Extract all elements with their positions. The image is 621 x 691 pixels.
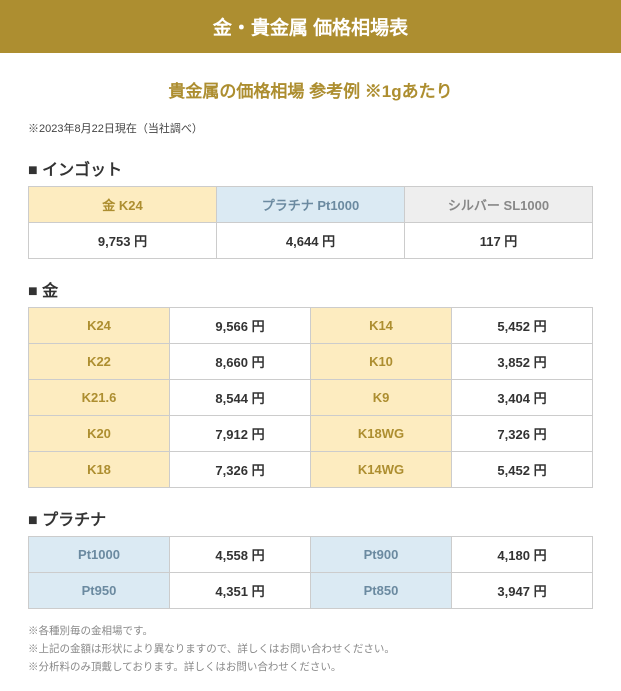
gold-value: 5,452 円 <box>452 308 593 344</box>
ingot-table: 金 K24 プラチナ Pt1000 シルバー SL1000 9,753 円 4,… <box>28 186 593 259</box>
gold-label: K14 <box>311 308 452 344</box>
table-row: Pt1000 4,558 円 Pt900 4,180 円 <box>29 537 593 573</box>
platinum-label: Pt850 <box>311 573 452 609</box>
gold-label: K18 <box>29 452 170 488</box>
platinum-value: 3,947 円 <box>452 573 593 609</box>
table-row: K22 8,660 円 K10 3,852 円 <box>29 344 593 380</box>
section-title-gold: ■ 金 <box>28 277 593 301</box>
gold-value: 8,544 円 <box>170 380 311 416</box>
table-row: K21.6 8,544 円 K9 3,404 円 <box>29 380 593 416</box>
ingot-value-platinum: 4,644 円 <box>217 223 405 259</box>
footnote-line: ※上記の金額は形状により異なりますので、詳しくはお問い合わせください。 <box>28 641 593 659</box>
gold-value: 3,852 円 <box>452 344 593 380</box>
footnotes: ※各種別毎の金相場です。 ※上記の金額は形状により異なりますので、詳しくはお問い… <box>28 623 593 677</box>
gold-label: K20 <box>29 416 170 452</box>
ingot-value-silver: 117 円 <box>405 223 593 259</box>
platinum-label: Pt950 <box>29 573 170 609</box>
gold-label: K10 <box>311 344 452 380</box>
platinum-label: Pt1000 <box>29 537 170 573</box>
gold-value: 3,404 円 <box>452 380 593 416</box>
gold-label: K21.6 <box>29 380 170 416</box>
gold-value: 7,326 円 <box>170 452 311 488</box>
platinum-table: Pt1000 4,558 円 Pt900 4,180 円 Pt950 4,351… <box>28 536 593 609</box>
table-row: K24 9,566 円 K14 5,452 円 <box>29 308 593 344</box>
content-area: 貴金属の価格相場 参考例 ※1gあたり ※2023年8月22日現在（当社調べ） … <box>0 53 621 691</box>
page-header: 金・貴金属 価格相場表 <box>0 0 621 53</box>
table-row: K18 7,326 円 K14WG 5,452 円 <box>29 452 593 488</box>
gold-label: K18WG <box>311 416 452 452</box>
gold-label: K24 <box>29 308 170 344</box>
as-of-date: ※2023年8月22日現在（当社調べ） <box>28 120 593 136</box>
page-title: 金・貴金属 価格相場表 <box>213 18 408 39</box>
gold-value: 8,660 円 <box>170 344 311 380</box>
table-row: 9,753 円 4,644 円 117 円 <box>29 223 593 259</box>
platinum-value: 4,351 円 <box>170 573 311 609</box>
gold-label: K9 <box>311 380 452 416</box>
gold-label: K14WG <box>311 452 452 488</box>
ingot-header-gold: 金 K24 <box>29 187 217 223</box>
platinum-label: Pt900 <box>311 537 452 573</box>
gold-value: 7,912 円 <box>170 416 311 452</box>
footnote-line: ※分析料のみ頂戴しております。詳しくはお問い合わせください。 <box>28 659 593 677</box>
gold-value: 7,326 円 <box>452 416 593 452</box>
platinum-value: 4,180 円 <box>452 537 593 573</box>
gold-value: 5,452 円 <box>452 452 593 488</box>
section-title-platinum: ■ プラチナ <box>28 506 593 530</box>
footnote-line: ※各種別毎の金相場です。 <box>28 623 593 641</box>
table-row: Pt950 4,351 円 Pt850 3,947 円 <box>29 573 593 609</box>
ingot-value-gold: 9,753 円 <box>29 223 217 259</box>
subtitle: 貴金属の価格相場 参考例 ※1gあたり <box>28 77 593 102</box>
table-header-row: 金 K24 プラチナ Pt1000 シルバー SL1000 <box>29 187 593 223</box>
ingot-header-platinum: プラチナ Pt1000 <box>217 187 405 223</box>
gold-table: K24 9,566 円 K14 5,452 円 K22 8,660 円 K10 … <box>28 307 593 488</box>
gold-value: 9,566 円 <box>170 308 311 344</box>
ingot-header-silver: シルバー SL1000 <box>405 187 593 223</box>
section-title-ingot: ■ インゴット <box>28 156 593 180</box>
table-row: K20 7,912 円 K18WG 7,326 円 <box>29 416 593 452</box>
gold-label: K22 <box>29 344 170 380</box>
platinum-value: 4,558 円 <box>170 537 311 573</box>
